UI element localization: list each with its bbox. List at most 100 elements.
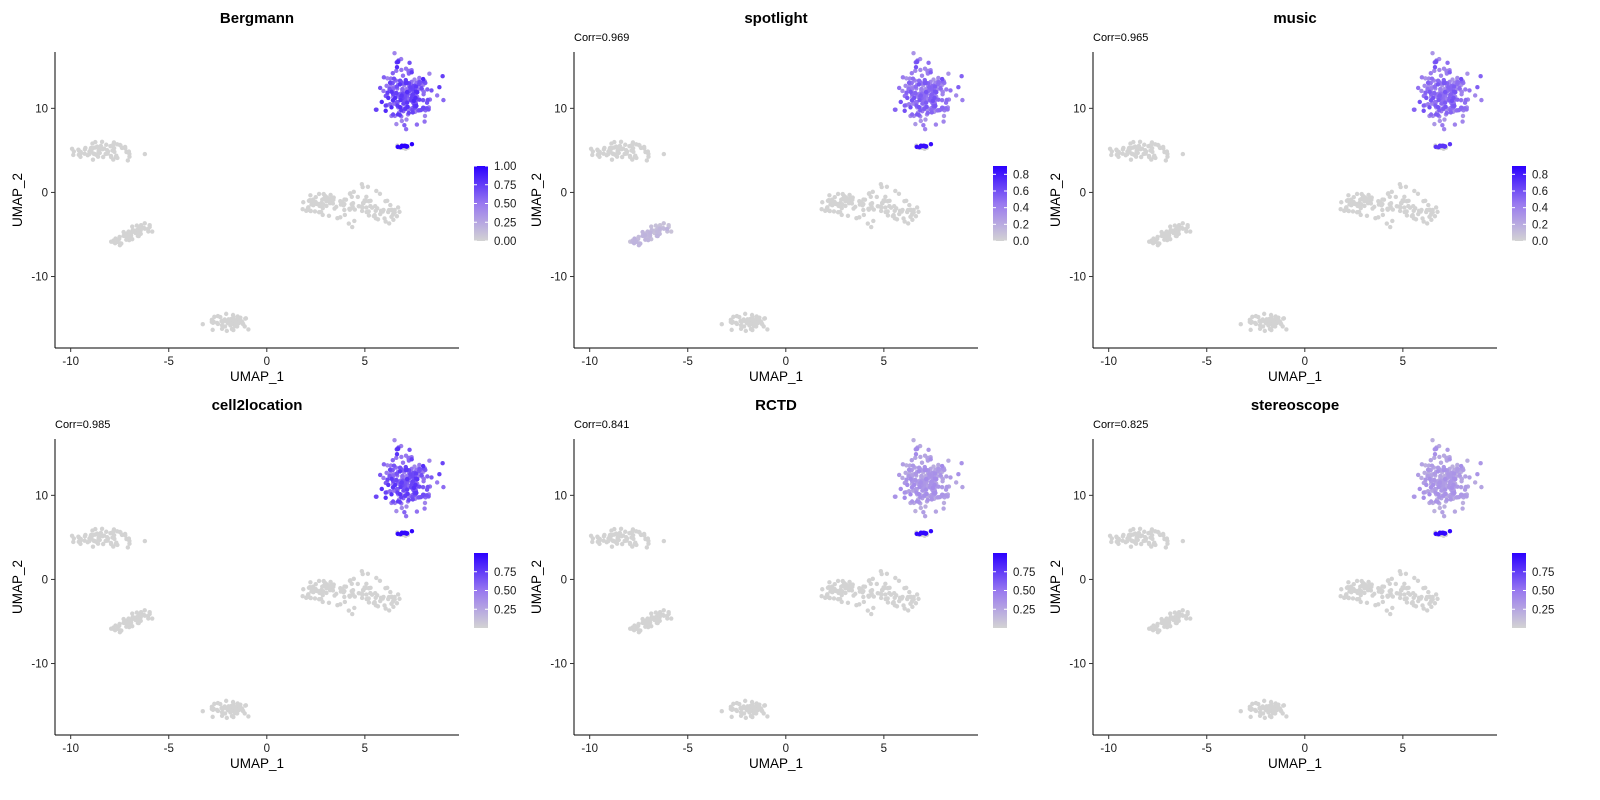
scatter-point bbox=[914, 112, 920, 117]
scatter-point bbox=[394, 455, 399, 461]
scatter-point bbox=[1180, 151, 1186, 157]
scatter-point bbox=[394, 99, 400, 105]
scatter-point bbox=[938, 472, 943, 478]
scatter-points bbox=[1107, 437, 1484, 721]
scatter-point bbox=[623, 147, 629, 153]
scatter-point bbox=[729, 327, 734, 333]
scatter-point bbox=[395, 531, 400, 537]
scatter-point bbox=[1442, 144, 1447, 149]
scatter-point bbox=[1352, 588, 1358, 594]
scatter-point bbox=[215, 708, 221, 714]
scatter-point bbox=[936, 75, 941, 81]
scatter-point bbox=[1269, 701, 1274, 707]
x-tick-label: 0 bbox=[1302, 743, 1308, 755]
scatter-point bbox=[923, 117, 928, 122]
scatter-point bbox=[645, 536, 651, 541]
scatter-point bbox=[364, 209, 369, 215]
scatter-point bbox=[312, 209, 318, 214]
scatter-point bbox=[879, 184, 884, 190]
scatter-point bbox=[1159, 616, 1164, 622]
scatter-point bbox=[324, 585, 329, 591]
scatter-point bbox=[1463, 87, 1468, 92]
scatter-point bbox=[409, 457, 414, 462]
scatter-point bbox=[200, 322, 205, 327]
scatter-point bbox=[1116, 541, 1121, 547]
scatter-point bbox=[642, 233, 648, 238]
scatter-point bbox=[755, 317, 761, 322]
scatter-point bbox=[590, 539, 595, 545]
scatter-point bbox=[661, 613, 667, 618]
scatter-point bbox=[1390, 605, 1395, 611]
scatter-point bbox=[1425, 80, 1431, 85]
scatter-point bbox=[232, 711, 238, 716]
legend-tick-label: 0.4 bbox=[1013, 203, 1030, 215]
scatter-point bbox=[103, 538, 108, 544]
scatter-point bbox=[919, 73, 925, 78]
scatter-point bbox=[331, 584, 336, 590]
legend-tick-label: 0.75 bbox=[1532, 567, 1554, 579]
scatter-point bbox=[892, 208, 897, 214]
scatter-point bbox=[343, 197, 349, 202]
legend-tick-label: 0.4 bbox=[1532, 203, 1549, 215]
scatter-point bbox=[1388, 224, 1393, 230]
scatter-point bbox=[887, 585, 892, 590]
scatter-point bbox=[1410, 599, 1415, 605]
scatter-point bbox=[392, 210, 397, 215]
scatter-point bbox=[899, 209, 904, 214]
scatter-point bbox=[222, 324, 228, 329]
scatter-point bbox=[1389, 189, 1394, 195]
scatter-point bbox=[1398, 200, 1404, 206]
scatter-point bbox=[383, 103, 388, 108]
scatter-point bbox=[1385, 593, 1390, 599]
scatter-point bbox=[324, 203, 329, 209]
scatter-point bbox=[1167, 230, 1172, 236]
scatter-point bbox=[1264, 704, 1269, 709]
color-legend: 0.25 0.50 0.75 bbox=[474, 553, 516, 628]
scatter-point bbox=[843, 198, 848, 204]
scatter-point bbox=[397, 209, 402, 215]
scatter-point bbox=[849, 588, 855, 593]
scatter-point bbox=[397, 104, 403, 110]
scatter-point bbox=[892, 591, 897, 596]
scatter-point bbox=[441, 97, 446, 103]
scatter-point bbox=[1180, 613, 1186, 618]
scatter-point bbox=[1412, 494, 1417, 499]
scatter-point bbox=[928, 528, 934, 534]
scatter-point bbox=[394, 214, 400, 219]
scatter-point bbox=[1448, 497, 1453, 502]
scatter-point bbox=[403, 127, 409, 132]
scatter-point bbox=[762, 316, 767, 321]
scatter-point bbox=[1257, 326, 1263, 331]
scatter-point bbox=[394, 121, 399, 127]
scatter-point bbox=[1424, 594, 1430, 600]
scatter-point bbox=[434, 93, 440, 98]
scatter-point bbox=[908, 492, 913, 497]
scatter-point bbox=[411, 98, 417, 104]
scatter-point bbox=[1415, 472, 1421, 478]
scatter-point bbox=[602, 532, 607, 538]
scatter-point bbox=[922, 514, 928, 519]
scatter-point bbox=[373, 208, 378, 214]
scatter-point bbox=[847, 192, 852, 198]
scatter-point bbox=[1260, 324, 1266, 329]
x-axis-label: UMAP_1 bbox=[749, 756, 803, 771]
scatter-point bbox=[1398, 571, 1403, 577]
scatter-point bbox=[1344, 198, 1350, 203]
scatter-point bbox=[840, 578, 845, 584]
scatter-point bbox=[831, 596, 837, 601]
scatter-point bbox=[400, 473, 405, 479]
scatter-point bbox=[394, 68, 399, 74]
scatter-point bbox=[1266, 708, 1272, 714]
scatter-point bbox=[441, 484, 446, 490]
scatter-point bbox=[113, 154, 119, 160]
scatter-point bbox=[916, 82, 922, 87]
scatter-point bbox=[421, 479, 426, 484]
scatter-point bbox=[231, 314, 236, 320]
panel-title: Bergmann bbox=[220, 10, 294, 27]
scatter-point bbox=[1358, 584, 1363, 589]
scatter-point bbox=[820, 587, 825, 592]
scatter-point bbox=[913, 486, 919, 492]
scatter-point bbox=[916, 465, 922, 470]
y-tick-label: 10 bbox=[35, 490, 48, 502]
scatter-points bbox=[69, 437, 446, 721]
